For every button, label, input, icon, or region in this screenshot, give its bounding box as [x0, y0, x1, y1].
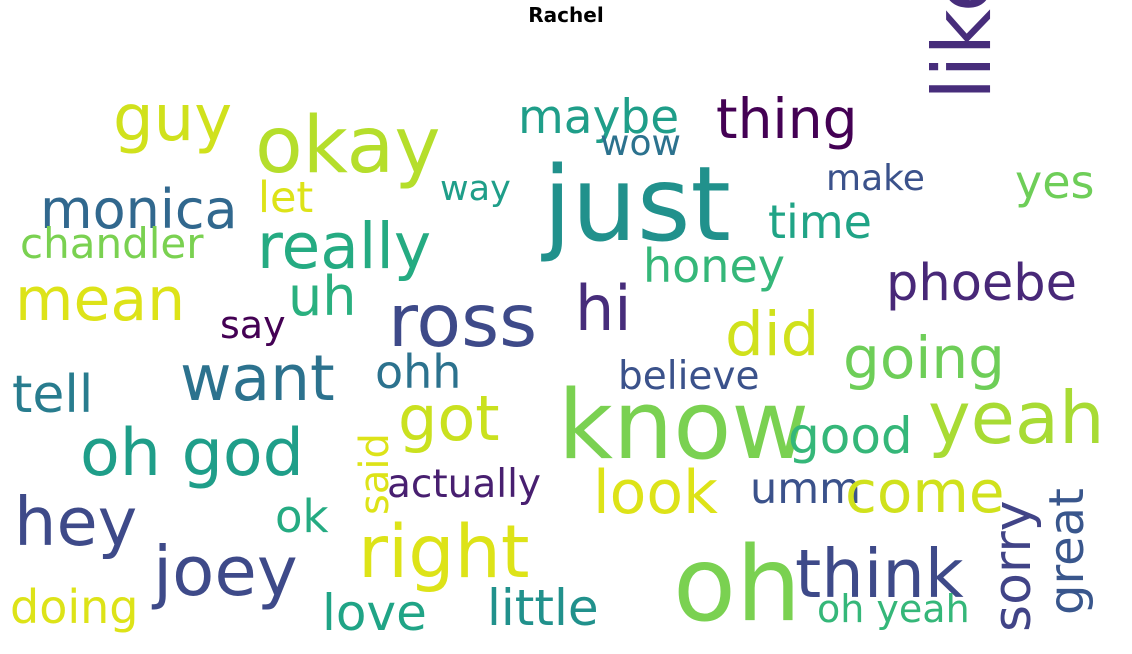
- cloud-word-thing: thing: [716, 87, 857, 151]
- cloud-word-joey: joey: [151, 532, 298, 612]
- cloud-word-tell: tell: [12, 365, 93, 425]
- cloud-word-sorry: sorry: [983, 500, 1043, 632]
- cloud-word-maybe: maybe: [518, 90, 679, 145]
- cloud-word-honey: honey: [643, 239, 785, 293]
- cloud-word-little: little: [487, 579, 599, 637]
- cloud-word-chandler: chandler: [20, 219, 204, 268]
- cloud-word-good: good: [788, 407, 913, 465]
- cloud-word-just: just: [541, 145, 731, 265]
- cloud-word-monica: monica: [40, 178, 238, 241]
- cloud-word-oh: oh: [673, 525, 801, 645]
- cloud-word-great: great: [1039, 488, 1095, 615]
- cloud-word-make: make: [826, 158, 925, 199]
- cloud-word-really: really: [257, 210, 431, 283]
- cloud-word-way: way: [440, 169, 511, 209]
- cloud-word-yeah: yeah: [928, 376, 1105, 460]
- cloud-word-believe: believe: [618, 354, 760, 399]
- cloud-word-like: like: [916, 0, 1009, 100]
- cloud-word-ohh: ohh: [375, 345, 461, 399]
- cloud-word-hi: hi: [575, 272, 632, 345]
- cloud-word-phoebe: phoebe: [886, 254, 1077, 313]
- cloud-word-think: think: [795, 535, 964, 613]
- cloud-word-doing: doing: [10, 580, 138, 634]
- cloud-word-love: love: [322, 584, 427, 642]
- cloud-word-come: come: [845, 458, 1005, 526]
- cloud-word-uh: uh: [288, 265, 356, 328]
- cloud-word-look: look: [593, 458, 718, 528]
- cloud-word-let: let: [258, 173, 313, 223]
- cloud-word-want: want: [180, 342, 335, 415]
- cloud-word-hey: hey: [14, 483, 137, 561]
- cloud-word-know: know: [558, 371, 809, 481]
- cloud-word-said: said: [352, 433, 398, 515]
- cloud-word-guy: guy: [113, 82, 232, 156]
- cloud-word-wow: wow: [600, 123, 681, 164]
- cloud-word-umm: umm: [750, 464, 861, 514]
- cloud-word-ross: ross: [388, 279, 537, 364]
- cloud-word-going: going: [843, 324, 1005, 392]
- cloud-word-did: did: [725, 299, 819, 370]
- cloud-word-say: say: [220, 303, 286, 347]
- cloud-word-yes: yes: [1015, 155, 1095, 209]
- cloud-word-ok: ok: [275, 490, 329, 543]
- cloud-word-actually: actually: [387, 462, 541, 507]
- cloud-word-oh-yeah: oh yeah: [817, 587, 970, 631]
- cloud-word-right: right: [358, 510, 530, 595]
- cloud-word-mean: mean: [15, 265, 185, 335]
- cloud-word-okay: okay: [255, 101, 440, 191]
- figure-title: Rachel: [528, 3, 604, 27]
- cloud-word-got: got: [398, 382, 500, 455]
- cloud-word-time: time: [768, 195, 872, 249]
- cloud-word-oh-god: oh god: [80, 416, 304, 491]
